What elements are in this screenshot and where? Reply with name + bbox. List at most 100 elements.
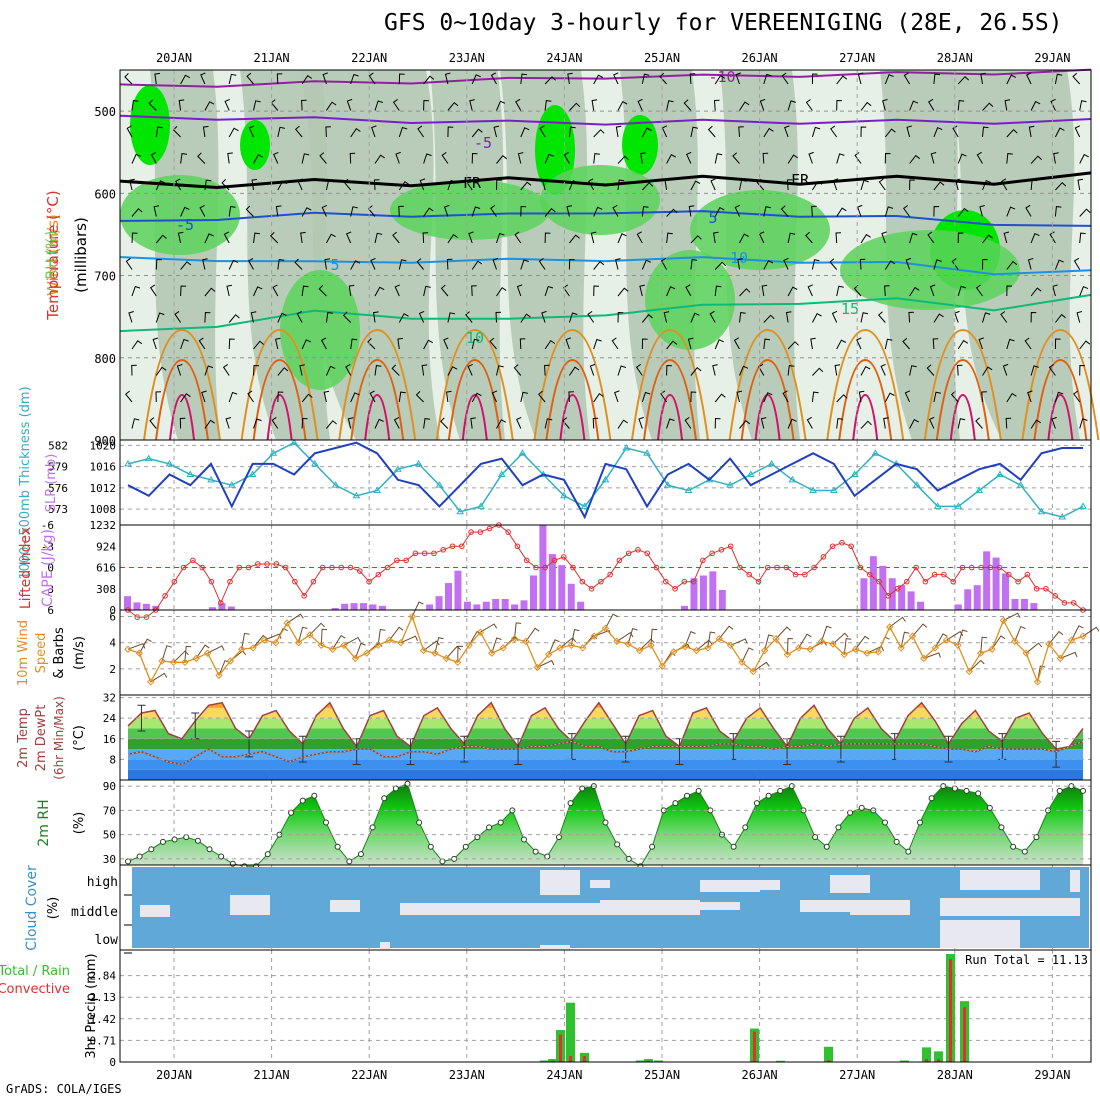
wind-barb (884, 260, 896, 270)
wind-barb (836, 99, 842, 111)
date-label-top: 21JAN (254, 51, 290, 65)
wind-barb (468, 231, 474, 244)
cape-bar (869, 556, 877, 610)
rh-high (280, 270, 360, 390)
precip-tick-label: 1.42 (90, 1013, 117, 1026)
lifted-index-marker (431, 550, 437, 557)
wind-speed-marker (590, 632, 598, 640)
wind-barb (1054, 259, 1064, 270)
wind-barb (781, 72, 789, 85)
wind-barb (1053, 152, 1059, 164)
contour-label: 10 (730, 249, 748, 267)
date-label-bottom: 22JAN (351, 1068, 387, 1082)
wind-barb (496, 365, 504, 376)
thickness-marker (1079, 502, 1087, 509)
wind-barb-10m (138, 638, 152, 654)
wind-barb (131, 418, 140, 429)
wind-barb (277, 391, 284, 403)
precip-total-bar (636, 1060, 645, 1062)
wind-barb (858, 390, 865, 403)
wind-barb (686, 151, 692, 164)
wind-barb (714, 285, 722, 297)
rh-marker (416, 819, 423, 826)
thickness-marker (933, 502, 942, 509)
lifted-index-marker (458, 543, 465, 550)
wind-barb (641, 338, 648, 350)
wind-barb (197, 152, 206, 164)
wind-barb (496, 100, 506, 111)
rh-marker (1080, 787, 1086, 794)
wind-barb (884, 206, 894, 217)
wind-barb (128, 311, 134, 323)
wind-speed-marker (704, 644, 712, 652)
cloud-block (400, 903, 600, 915)
wind-barb (1006, 153, 1013, 164)
wind-barb-10m (707, 631, 716, 648)
lifted-index-marker (783, 564, 790, 571)
temperature-contour-warm (338, 328, 417, 441)
cloud-block (140, 905, 170, 917)
wind-barb (884, 152, 891, 164)
wind-barb (666, 340, 678, 350)
lifted-index-tick-label: -3 (41, 540, 54, 553)
precip-total-bar (922, 1047, 931, 1062)
wind-barb (756, 178, 765, 191)
wind-barb-10m (298, 626, 308, 643)
wind-speed-marker (851, 645, 860, 653)
wind-barb (514, 231, 522, 244)
lifted-index-marker (1061, 600, 1068, 606)
wind-barb (1049, 231, 1056, 244)
precip-convective-bar (827, 1060, 830, 1062)
rh-tick-label: 50 (103, 829, 116, 842)
rh-marker (392, 785, 399, 792)
thickness-tick-label: 576 (48, 482, 68, 495)
thickness-marker (601, 475, 610, 483)
temperature-contour-warm (631, 328, 709, 441)
temperature-contour-warm (435, 328, 514, 441)
panel-y-label: CAPE (J/kg) (40, 528, 56, 607)
cape-bar (983, 551, 991, 610)
wind-barb (857, 72, 864, 85)
wind-barb (957, 207, 969, 217)
wind-barb-10m (514, 622, 522, 639)
wind-barb (471, 128, 483, 138)
contour-label: 10 (466, 329, 484, 347)
cape-bar (860, 578, 868, 610)
wind-speed-marker (499, 644, 507, 652)
wind-barb (131, 153, 141, 164)
precip-tick-label: 2.84 (90, 970, 117, 983)
rh-marker (427, 843, 434, 850)
wind-barb (178, 99, 185, 111)
lifted-index-marker (190, 557, 196, 564)
lifted-index-marker (477, 529, 484, 535)
wind-barb (447, 101, 459, 111)
wind-barb (762, 152, 769, 164)
wind-barb (641, 73, 650, 85)
contour-label: -5 (474, 134, 492, 152)
rh-marker (264, 851, 271, 858)
pressure-tick-label: 700 (94, 270, 116, 284)
lifted-index-marker (227, 578, 233, 585)
wind-speed-marker (829, 640, 837, 648)
lifted-index-marker (366, 578, 372, 585)
rh-marker (602, 819, 609, 826)
wind-speed-marker (385, 636, 394, 644)
wind-barb (836, 75, 848, 85)
wind-barb (763, 260, 774, 270)
wind-barb (957, 153, 967, 164)
wind-barb (982, 102, 994, 111)
wind-barb (957, 418, 966, 429)
temperature-contour-warm (447, 358, 502, 441)
wind-speed-marker (613, 637, 621, 646)
slp-tick-label: 1008 (90, 503, 117, 516)
cape-bar (218, 603, 226, 610)
wind-barb (836, 153, 845, 164)
wind-barb (982, 312, 991, 323)
pressure-tick-label: 800 (94, 352, 116, 366)
wind-barb (224, 98, 230, 111)
wind-barb (860, 366, 871, 376)
wind-barb (664, 178, 670, 191)
credit-text: GrADS: COLA/IGES (6, 1082, 122, 1096)
cape-bar (567, 583, 575, 610)
lifted-index-marker (1033, 585, 1040, 592)
